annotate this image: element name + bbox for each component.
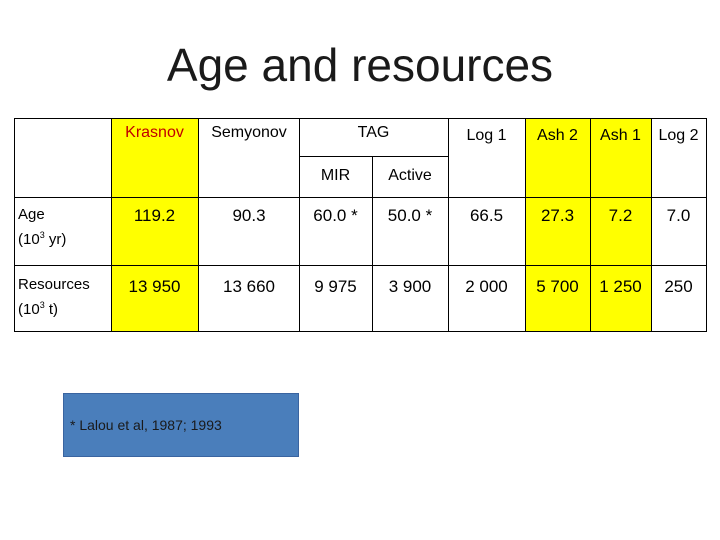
age-mir: 60.0 * [313, 206, 358, 225]
header-krasnov: Krasnov [125, 124, 184, 141]
subheader-mir: MIR [320, 167, 351, 184]
col-line-log1 [448, 118, 449, 332]
age-ash1: 7.2 [608, 206, 633, 225]
resources-log2: 250 [664, 277, 693, 296]
age-semyonov: 90.3 [232, 206, 266, 225]
krasnov-column-highlight [111, 118, 198, 332]
footnote-text: * Lalou et al, 1987; 1993 [70, 417, 222, 433]
tag-subheader-line [299, 156, 448, 157]
ash-columns-highlight [525, 118, 651, 332]
age-ash2: 27.3 [540, 206, 575, 225]
resources-unit: (103 t) [18, 300, 59, 319]
subheader-active: Active [388, 167, 432, 184]
row-label-age: Age (103 yr) [14, 202, 111, 262]
col-line-ash1 [590, 118, 591, 332]
table-right-border [706, 118, 707, 332]
age-active: 50.0 * [387, 206, 433, 225]
resources-ash1: 1 250 [599, 277, 642, 296]
footnote-box: * Lalou et al, 1987; 1993 [63, 393, 299, 457]
resources-mir: 9 975 [314, 277, 357, 296]
col-line-semyonov [198, 118, 199, 332]
age-log2: 7.0 [666, 206, 691, 225]
resources-label: Resources [18, 276, 90, 293]
header-log1: Log 1 [466, 127, 507, 144]
resources-semyonov: 13 660 [223, 277, 275, 296]
table-top-border [14, 118, 706, 119]
age-label: Age [18, 206, 45, 223]
col-line-tag [299, 118, 300, 332]
header-tag: TAG [357, 124, 390, 141]
resources-active: 3 900 [388, 277, 432, 296]
age-log1: 66.5 [469, 206, 504, 225]
col-line-krasnov [111, 118, 112, 332]
resources-log1: 2 000 [465, 277, 508, 296]
col-line-log2 [651, 118, 652, 332]
age-krasnov: 119.2 [133, 206, 176, 225]
row-label-resources: Resources (103 t) [14, 272, 111, 332]
header-ash1: Ash 1 [600, 127, 641, 144]
resources-krasnov: 13 950 [128, 277, 181, 296]
table-bottom-border [14, 331, 706, 332]
header-bottom-line [14, 197, 706, 198]
header-ash2: Ash 2 [537, 127, 578, 144]
header-semyonov: Semyonov [211, 124, 287, 141]
col-line-active [372, 156, 373, 332]
age-row-bottom-line [14, 265, 706, 266]
resources-ash2: 5 700 [536, 277, 579, 296]
col-line-ash2 [525, 118, 526, 332]
age-unit: (103 yr) [18, 230, 67, 249]
table-left-border [14, 118, 15, 332]
header-log2: Log 2 [658, 127, 699, 144]
slide-title: Age and resources [166, 39, 554, 91]
